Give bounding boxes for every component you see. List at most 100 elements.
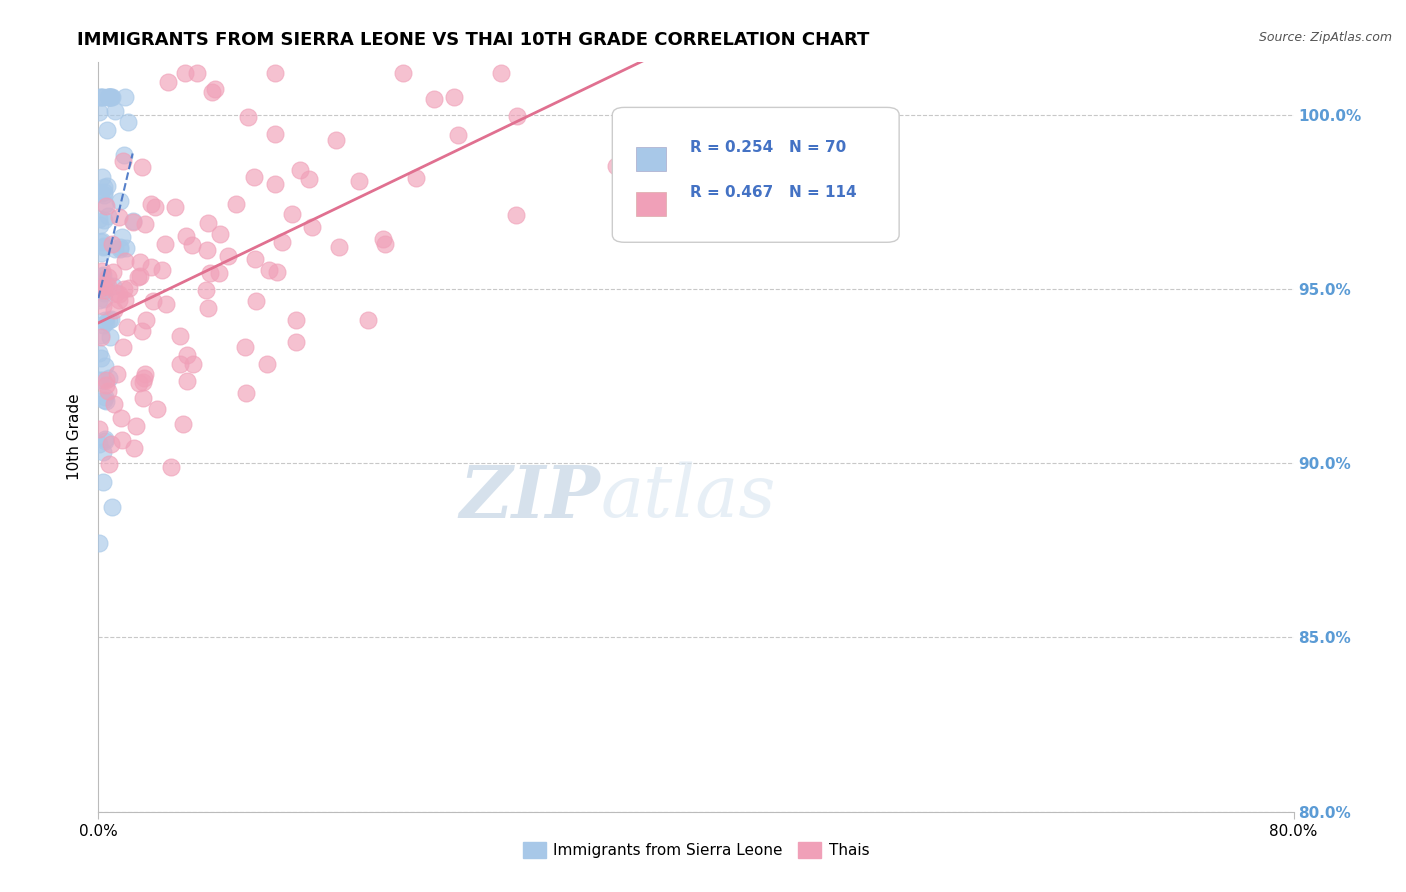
Point [169,329,191,343]
Point [125,418,148,433]
Point [505,208,527,222]
Point [176,374,198,388]
Point [91,264,114,278]
FancyBboxPatch shape [637,147,666,171]
Point [108,194,131,208]
Point [405,171,427,186]
Point [97,384,120,398]
Point [236,111,259,125]
Point [94,197,117,211]
Point [111,340,134,354]
Point [217,249,239,263]
Point [107,211,129,225]
Point [131,160,153,174]
Point [284,312,307,326]
Point [93,284,115,298]
Point [104,242,127,256]
Y-axis label: 10th Grade: 10th Grade [67,393,83,481]
Point [93,292,115,306]
Point [93,279,115,293]
Point [371,232,394,246]
Point [325,133,347,147]
Point [132,392,155,406]
Point [392,66,415,80]
Point [87,274,110,288]
Point [97,90,120,104]
Point [90,186,112,200]
Point [173,66,195,80]
Point [96,277,118,292]
Point [96,199,118,213]
Point [104,103,127,118]
Text: R = 0.467   N = 114: R = 0.467 N = 114 [690,185,856,200]
Point [98,330,121,344]
Point [208,227,231,241]
Point [107,293,129,307]
Point [90,330,112,344]
Point [174,228,197,243]
Point [271,235,294,250]
Point [90,235,112,249]
Point [141,260,163,274]
Point [91,444,114,458]
Point [132,376,155,390]
Point [225,197,247,211]
Point [263,127,285,141]
Point [112,147,135,161]
Point [328,240,350,254]
Point [443,89,465,103]
Point [128,268,150,283]
Point [121,215,143,229]
Point [93,393,115,408]
Point [94,373,117,387]
Point [91,373,114,387]
Point [243,252,266,266]
Point [605,159,627,173]
Point [181,357,204,371]
Point [491,66,513,80]
Point [506,109,529,123]
Point [117,114,139,128]
Point [93,179,115,194]
Point [163,200,186,214]
Point [135,313,157,327]
Point [153,236,176,251]
Point [118,281,141,295]
Point [114,293,136,308]
Point [101,500,124,514]
Point [208,266,231,280]
Point [96,378,118,392]
Text: Source: ZipAtlas.com: Source: ZipAtlas.com [1258,31,1392,45]
Point [134,217,156,231]
Point [93,238,115,252]
Point [281,207,304,221]
Point [91,299,114,313]
Point [110,411,132,425]
Point [284,334,307,349]
Point [87,436,110,450]
Point [100,90,122,104]
Point [108,242,131,256]
Point [169,357,191,371]
Point [93,185,115,199]
Point [111,153,134,168]
Point [141,197,163,211]
Point [131,324,153,338]
Point [235,386,257,401]
Point [143,200,166,214]
Text: R = 0.254   N = 70: R = 0.254 N = 70 [690,140,846,154]
Point [200,266,222,280]
Point [111,434,134,448]
Point [94,391,117,405]
Point [256,357,278,371]
Point [90,268,112,283]
Point [94,394,117,409]
Point [263,177,285,191]
Point [93,239,115,253]
Point [356,312,378,326]
Point [447,128,470,142]
Point [132,371,155,385]
Point [259,263,281,277]
Text: ZIP: ZIP [460,461,600,533]
Point [87,105,110,120]
